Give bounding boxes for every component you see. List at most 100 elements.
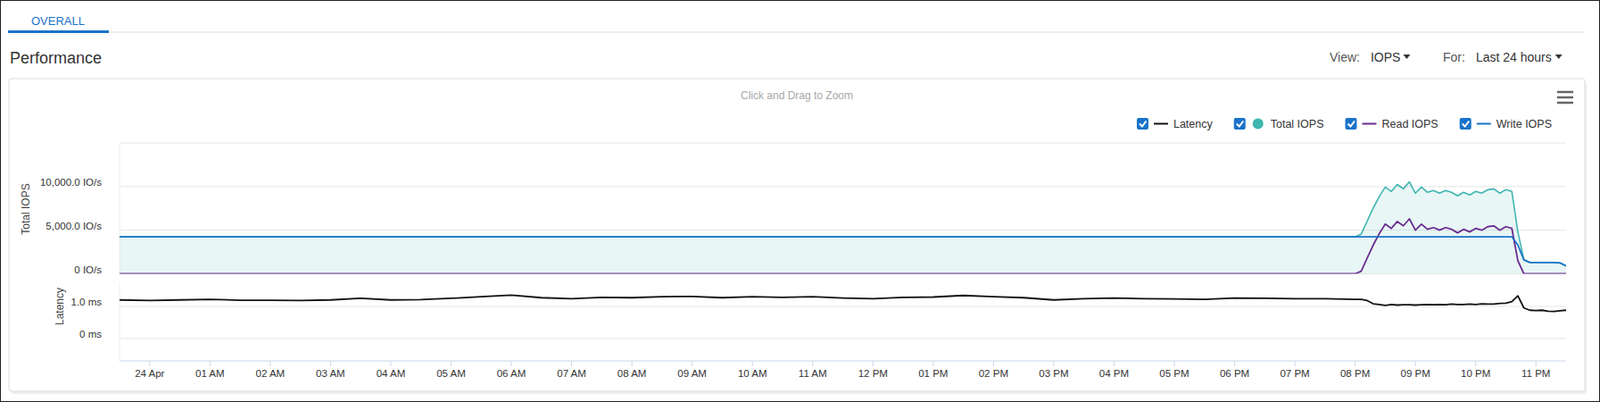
legend-checkbox[interactable] (1136, 117, 1149, 130)
chart-menu[interactable] (1557, 91, 1574, 103)
y-tick-label: 1.0 ms (70, 296, 102, 307)
legend-checkbox[interactable] (1234, 117, 1246, 130)
x-tick-label: 06 AM (497, 367, 527, 379)
view-select[interactable]: IOPS (1370, 49, 1401, 65)
x-tick-label: 10 AM (737, 367, 768, 379)
x-tick (872, 360, 874, 366)
legend: Latency Total IOPS Read IOPS Write IOPS (1136, 117, 1552, 131)
stage: OVERALLPerformanceView:IOPSFor:Last 24 h… (0, 0, 1600, 402)
x-tick (691, 360, 693, 366)
legend-symbol (1252, 118, 1264, 130)
x-tick (1354, 360, 1356, 366)
x-tick (1234, 360, 1236, 366)
series-area (119, 182, 1567, 274)
tab-underline (8, 30, 109, 34)
series-line (119, 236, 1567, 266)
legend-check (1139, 121, 1147, 127)
grid-line (119, 185, 1567, 187)
section-title: Performance (9, 49, 102, 67)
x-tick (571, 360, 573, 366)
legend-symbol (1476, 123, 1492, 125)
x-tick-label: 07 AM (556, 367, 587, 379)
chart-box (8, 78, 1585, 391)
series-line (119, 218, 1567, 274)
x-tick-label: 05 PM (1159, 367, 1189, 379)
x-axis-line (119, 360, 1567, 362)
zoom-hint: Click and Drag to Zoom (740, 89, 854, 102)
x-tick (932, 360, 934, 366)
x-tick (269, 360, 271, 366)
series-group (119, 294, 1567, 311)
series-group (119, 182, 1567, 274)
grid-line (119, 305, 1567, 307)
x-tick-label: 04 PM (1099, 367, 1129, 379)
panel: 0 ms1.0 msLatency24 Apr01 AM02 AM03 AM04… (53, 281, 1567, 379)
legend-checkbox[interactable] (1344, 117, 1357, 130)
x-tick (1415, 360, 1417, 366)
for-select[interactable]: Last 24 hours (1475, 49, 1552, 65)
y-tick-label: 10,000.0 IO/s (40, 176, 102, 188)
x-tick (1052, 360, 1054, 366)
legend-checkbox[interactable] (1459, 117, 1472, 130)
legend-item[interactable]: Write IOPS (1459, 117, 1552, 131)
x-tick-label: 01 PM (918, 367, 948, 379)
tab-rule (8, 32, 1585, 34)
x-tick-label: 02 PM (978, 367, 1009, 379)
x-tick-label: 03 PM (1038, 367, 1069, 379)
x-tick-label: 03 AM (315, 367, 346, 379)
grid-line (119, 229, 1567, 231)
frame (0, 0, 1600, 402)
y-axis-title: Latency (53, 287, 67, 325)
x-tick-label: 06 PM (1219, 367, 1250, 379)
x-tick-label: 09 PM (1401, 367, 1431, 379)
x-tick (149, 360, 150, 366)
legend-symbol (1153, 123, 1169, 125)
x-tick (209, 360, 211, 366)
for-caret[interactable] (1555, 54, 1563, 59)
x-tick (1173, 360, 1175, 366)
y-axis-title: Total IOPS (19, 182, 33, 234)
tab[interactable]: OVERALL (31, 14, 85, 28)
x-tick (812, 360, 813, 366)
x-tick-label: 04 AM (376, 367, 407, 379)
menu-bar (1557, 101, 1574, 105)
x-tick-label: 08 PM (1340, 367, 1370, 379)
view-caret[interactable] (1402, 54, 1410, 59)
series-line (119, 294, 1567, 311)
legend-item[interactable]: Total IOPS (1234, 117, 1325, 131)
y-tick-label: 5,000.0 IO/s (45, 220, 102, 232)
legend-label: Total IOPS (1270, 117, 1325, 131)
x-tick-label: 11 AM (798, 367, 828, 379)
plot-top-line (119, 142, 1567, 144)
legend-check (1462, 121, 1470, 127)
y-tick-label: 0 IO/s (74, 264, 102, 275)
x-tick-label: 05 AM (436, 367, 466, 379)
x-tick-label: 09 AM (677, 367, 707, 379)
grid-line (119, 337, 1567, 339)
x-tick-label: 24 Apr (134, 367, 165, 379)
x-tick (1113, 360, 1115, 366)
y-axis-line (119, 281, 121, 361)
legend-label: Write IOPS (1496, 117, 1552, 131)
x-tick-label: 01 AM (195, 367, 225, 379)
legend-label: Latency (1173, 117, 1214, 131)
x-tick (631, 360, 633, 366)
x-tick (450, 360, 452, 366)
for-label: For: (1442, 49, 1466, 65)
panel: 0 IO/s 5,000.0 IO/s 10,000.0 IO/s Total IOP… (19, 142, 1567, 275)
x-tick-label: 11 PM (1521, 367, 1551, 379)
x-tick (993, 360, 995, 366)
legend-item[interactable]: Read IOPS (1344, 117, 1438, 131)
menu-bar (1557, 96, 1574, 100)
legend-check (1236, 121, 1244, 127)
x-tick-label: 07 PM (1279, 367, 1310, 379)
x-tick (1475, 360, 1476, 366)
x-tick-label: 02 AM (256, 367, 286, 379)
legend-check (1347, 121, 1355, 127)
x-tick (511, 360, 513, 366)
series-area-line (119, 182, 1567, 266)
x-tick (330, 360, 332, 366)
x-tick (752, 360, 754, 366)
legend-item[interactable]: Latency (1136, 117, 1214, 131)
x-tick (389, 360, 391, 366)
